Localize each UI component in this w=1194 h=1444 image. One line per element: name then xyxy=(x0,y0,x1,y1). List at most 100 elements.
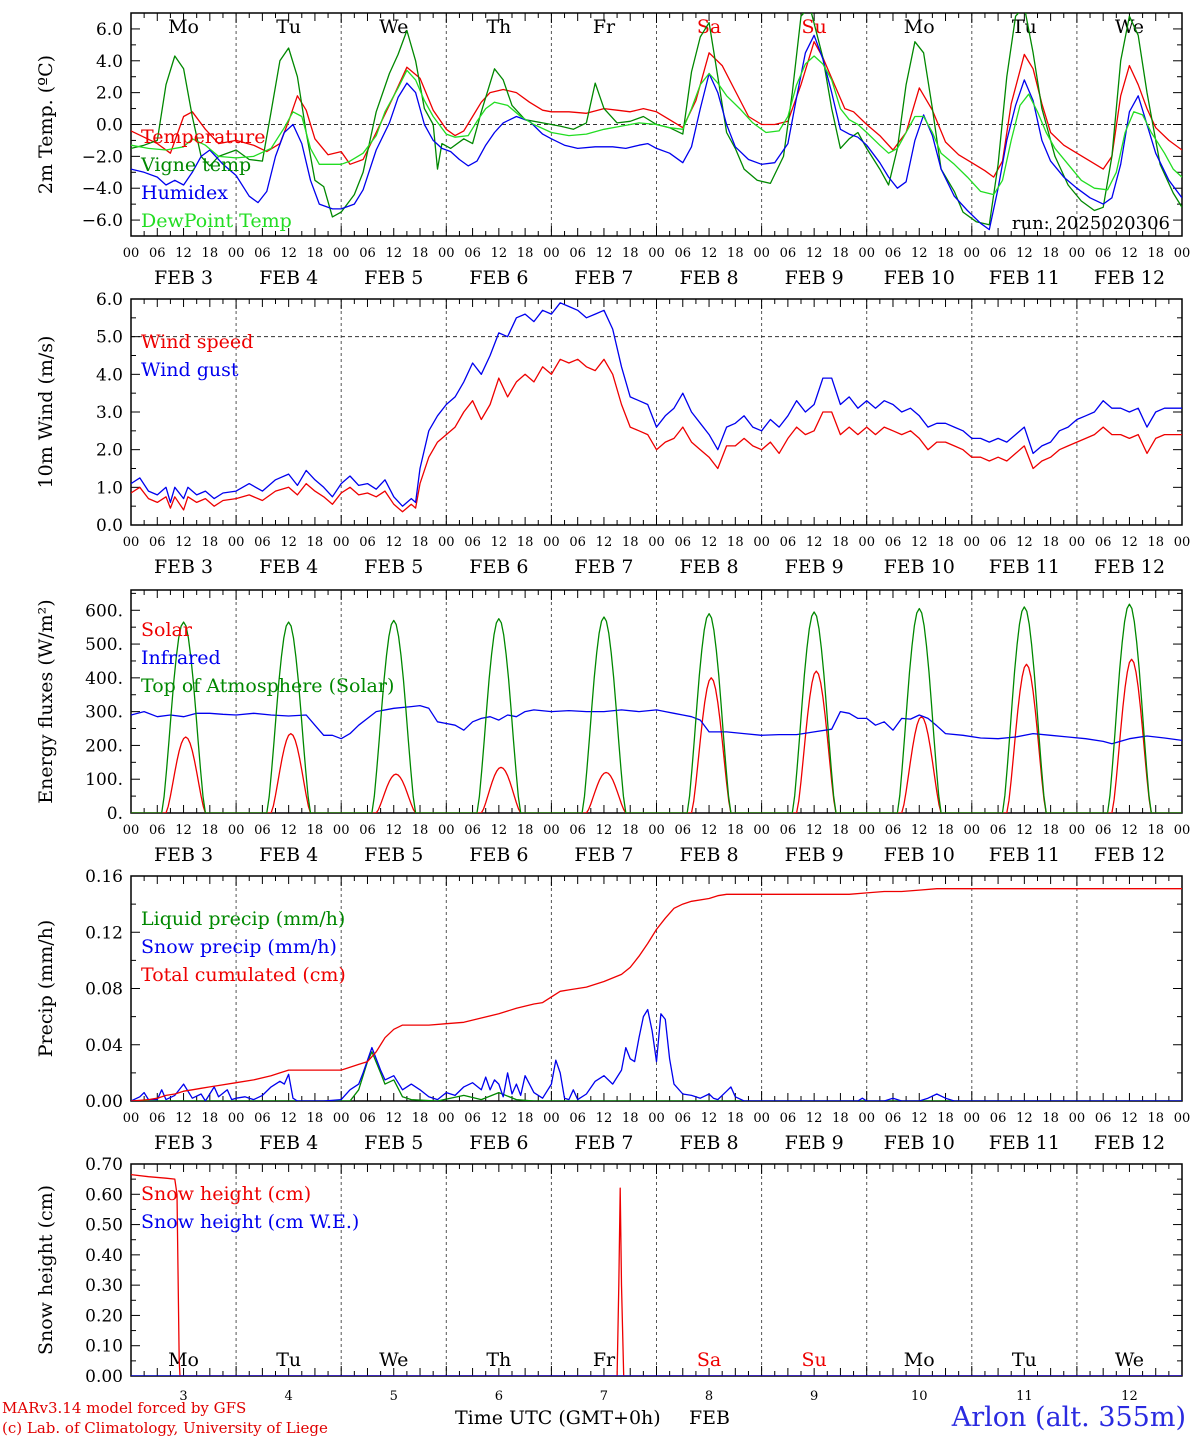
x-hour-label: 12 xyxy=(280,246,297,261)
series-group xyxy=(131,302,1182,513)
x-hour-label: 12 xyxy=(385,823,402,838)
x-hour-label: 12 xyxy=(175,1111,192,1126)
plot-frame xyxy=(130,589,1183,814)
x-hour-label: 12 xyxy=(491,823,508,838)
x-hour-label: 12 xyxy=(911,246,928,261)
x-hour-label: 12 xyxy=(385,246,402,261)
x-day-number: 6 xyxy=(495,1389,503,1404)
x-date-label: FEB 4 xyxy=(259,267,318,289)
x-day-number: 7 xyxy=(600,1389,608,1404)
x-hour-label: 12 xyxy=(1016,823,1033,838)
x-hour-label: 06 xyxy=(254,823,271,838)
x-hour-label: 12 xyxy=(1121,1111,1138,1126)
panel-2: 0.0 1.0 2.0 3.0 4.0 5.0 6.0 10m Wind (m/s) 00 06 1… xyxy=(35,290,1190,578)
x-hour-label: 00 xyxy=(543,1111,560,1126)
x-date-label: FEB 7 xyxy=(574,267,633,289)
x-hour-label: 06 xyxy=(780,1111,797,1126)
x-hour-label: 18 xyxy=(517,1111,534,1126)
legend-entry: Wind gust xyxy=(141,359,239,381)
x-date-label: FEB 10 xyxy=(884,556,955,578)
x-hour-label: 12 xyxy=(596,246,613,261)
x-hour-label: 00 xyxy=(1174,1111,1191,1126)
x-hour-label: 06 xyxy=(464,1111,481,1126)
x-hour-label: 06 xyxy=(569,1111,586,1126)
x-hour-label: 18 xyxy=(412,823,429,838)
x-day-number: 11 xyxy=(1016,1389,1033,1404)
x-date-label: FEB 10 xyxy=(884,844,955,866)
x-hour-label: 18 xyxy=(202,246,219,261)
legend-entry: Snow height (cm) xyxy=(141,1183,311,1205)
x-date-label: FEB 9 xyxy=(785,267,844,289)
x-hour-label: 06 xyxy=(569,823,586,838)
x-hour-label: 12 xyxy=(491,246,508,261)
weekday-label: We xyxy=(379,1349,408,1371)
x-hour-label: 00 xyxy=(1069,823,1086,838)
x-hour-label: 12 xyxy=(385,1111,402,1126)
x-hour-label: 12 xyxy=(491,535,508,550)
x-hour-label: 12 xyxy=(701,535,718,550)
x-hour-label: 00 xyxy=(1174,823,1191,838)
x-date-label: FEB 5 xyxy=(364,844,423,866)
x-hour-label: 00 xyxy=(1174,535,1191,550)
x-hour-label: 06 xyxy=(359,535,376,550)
x-date-label: FEB 9 xyxy=(785,1132,844,1154)
x-hour-label: 18 xyxy=(1147,246,1164,261)
x-hour-label: 12 xyxy=(596,535,613,550)
x-hour-label: 00 xyxy=(964,823,981,838)
weekday-label: Tu xyxy=(276,1349,301,1371)
x-hour-label: 18 xyxy=(202,823,219,838)
weekday-label: Fr xyxy=(593,1349,616,1371)
x-date-label: FEB 10 xyxy=(884,1132,955,1154)
weekday-label: Mo xyxy=(904,1349,935,1371)
x-hour-label: 00 xyxy=(438,246,455,261)
x-hour-label: 00 xyxy=(648,246,665,261)
x-hour-label: 12 xyxy=(596,1111,613,1126)
weekday-label: We xyxy=(379,16,408,38)
y-axis-title: Precip (mm/h) xyxy=(35,920,57,1058)
legend-entry: Vigne temp xyxy=(140,154,251,176)
x-hour-label: 12 xyxy=(385,535,402,550)
y-tick-label: 2.0 xyxy=(96,84,123,104)
y-tick-label: 0.12 xyxy=(85,923,123,943)
y-tick-label: 300. xyxy=(85,703,123,723)
x-hour-label: 18 xyxy=(412,246,429,261)
x-hour-label: 18 xyxy=(937,246,954,261)
x-date-label: FEB 9 xyxy=(785,556,844,578)
x-hour-label: 12 xyxy=(1121,246,1138,261)
panel-3: 0. 100. 200. 300. 400. 500. 600. Energy fluxes … xyxy=(35,589,1191,866)
x-hour-label: 06 xyxy=(464,246,481,261)
y-tick-label: 6.0 xyxy=(96,20,123,40)
x-date-label: FEB 3 xyxy=(154,556,213,578)
x-hour-label: 18 xyxy=(307,246,324,261)
legend-entry: Solar xyxy=(141,619,193,641)
x-hour-label: 12 xyxy=(280,823,297,838)
x-date-label: FEB 7 xyxy=(574,844,633,866)
x-hour-label: 18 xyxy=(937,823,954,838)
x-hour-label: 18 xyxy=(307,823,324,838)
x-hour-label: 12 xyxy=(280,1111,297,1126)
x-hour-label: 00 xyxy=(964,1111,981,1126)
x-hour-label: 00 xyxy=(648,535,665,550)
x-hour-label: 18 xyxy=(1042,1111,1059,1126)
x-hour-label: 18 xyxy=(1042,246,1059,261)
x-hour-label: 06 xyxy=(780,246,797,261)
y-tick-label: 0.30 xyxy=(85,1276,123,1296)
x-hour-label: 06 xyxy=(1095,535,1112,550)
x-hour-label: 18 xyxy=(307,535,324,550)
x-date-label: FEB 7 xyxy=(574,556,633,578)
x-date-label: FEB 11 xyxy=(989,844,1060,866)
x-hour-label: 00 xyxy=(753,535,770,550)
x-hour-label: 12 xyxy=(1016,246,1033,261)
x-date-label: FEB 5 xyxy=(364,1132,423,1154)
legend-entry: Snow height (cm W.E.) xyxy=(141,1211,359,1233)
x-hour-label: 00 xyxy=(858,823,875,838)
y-tick-label: 200. xyxy=(85,736,123,756)
legend-entry: Liquid precip (mm/h) xyxy=(141,908,345,930)
x-hour-label: 00 xyxy=(333,246,350,261)
x-hour-label: 00 xyxy=(1069,246,1086,261)
weekday-label: Fr xyxy=(593,16,616,38)
x-hour-label: 00 xyxy=(123,246,140,261)
series-group xyxy=(131,1173,1182,1376)
y-tick-label: 0. xyxy=(107,804,123,824)
